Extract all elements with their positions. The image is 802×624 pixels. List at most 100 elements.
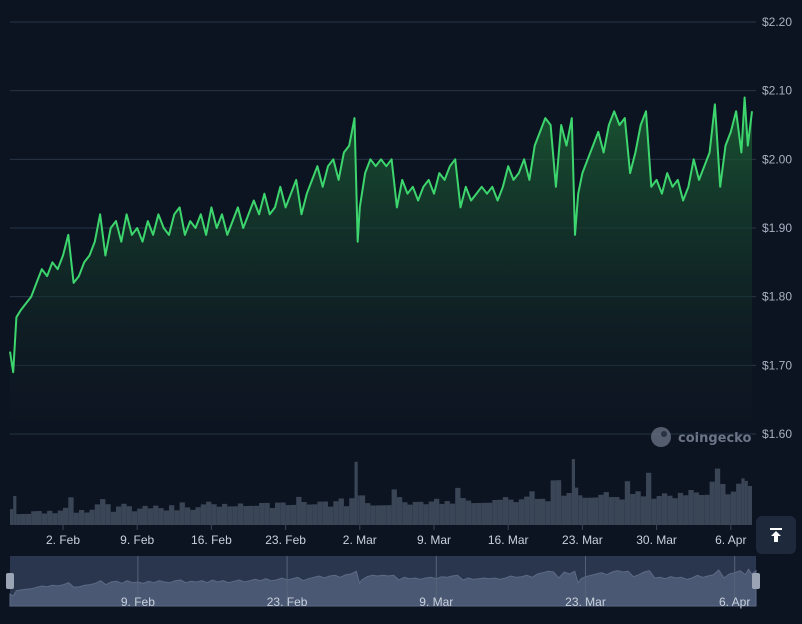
- volume-bar: [110, 511, 116, 525]
- volume-bar: [540, 498, 546, 525]
- volume-bar: [428, 501, 434, 525]
- volume-bar: [169, 505, 175, 525]
- volume-bar: [333, 501, 339, 525]
- volume-bar: [216, 506, 222, 525]
- x-tick-label: 2. Mar: [343, 533, 377, 547]
- volume-bar: [714, 468, 721, 525]
- volume-bar: [608, 497, 615, 525]
- volume-bar: [571, 459, 575, 525]
- volume-bar: [434, 498, 440, 525]
- volume-bar: [73, 512, 79, 525]
- volume-bar: [338, 498, 344, 525]
- volume-bar: [381, 505, 387, 525]
- navigator-tick-label: 9. Feb: [121, 595, 155, 609]
- volume-bar: [200, 504, 207, 525]
- volume-bar: [357, 495, 360, 525]
- volume-bar: [285, 505, 291, 525]
- y-tick-label: $2.20: [762, 15, 792, 29]
- volume-bar: [683, 495, 689, 525]
- volume-bar: [455, 487, 461, 525]
- navigator-ticks: 9. Feb 23. Feb 9. Mar 23. Mar 6. Apr: [121, 556, 750, 609]
- volume-bar: [656, 496, 662, 525]
- navigator-handle-left[interactable]: [6, 573, 14, 589]
- x-tick-label: 6. Apr: [715, 533, 746, 547]
- navigator-handle-right[interactable]: [752, 573, 760, 589]
- volume-bar: [57, 510, 63, 525]
- volume-bars: [10, 459, 752, 525]
- volume-bar: [693, 492, 699, 525]
- volume-bar: [487, 502, 493, 525]
- volume-bar: [328, 506, 334, 525]
- volume-bar: [402, 502, 408, 525]
- range-navigator[interactable]: 9. Feb 23. Feb 9. Mar 23. Mar 6. Apr: [6, 556, 760, 609]
- volume-bar: [497, 499, 503, 525]
- volume-bar: [619, 499, 625, 525]
- volume-bar: [153, 505, 159, 525]
- volume-bar: [423, 504, 429, 525]
- navigator-series: [9, 568, 757, 607]
- volume-bar: [476, 503, 482, 525]
- volume-bar: [418, 501, 424, 525]
- volume-bar: [31, 511, 37, 525]
- volume-bar: [603, 492, 609, 525]
- volume-bar: [614, 497, 620, 525]
- volume-bar: [13, 496, 17, 525]
- volume-bar: [158, 508, 164, 525]
- volume-bar: [190, 509, 196, 525]
- volume-bar: [593, 497, 599, 525]
- volume-bar: [232, 506, 238, 525]
- y-tick-label: $2.00: [762, 152, 792, 166]
- volume-bar: [587, 497, 593, 525]
- volume-bar: [635, 491, 641, 525]
- x-axis: 2. Feb 9. Feb 16. Feb 23. Feb 2. Mar 9. Mar 16…: [46, 525, 746, 547]
- volume-bar: [566, 493, 572, 525]
- volume-bar: [269, 508, 275, 525]
- volume-bar: [630, 494, 636, 525]
- volume-bar: [41, 513, 48, 525]
- price-line: [9, 96, 753, 374]
- volume-bar: [259, 503, 265, 525]
- x-tick-label: 16. Mar: [488, 533, 529, 547]
- volume-bar: [502, 497, 509, 525]
- volume-bar: [248, 505, 254, 525]
- volume-bar: [444, 501, 450, 525]
- volume-bar: [105, 504, 111, 525]
- volume-bar: [412, 501, 419, 525]
- volume-bar: [730, 491, 737, 525]
- volume-bar: [704, 494, 710, 525]
- x-tick-label: 16. Feb: [191, 533, 232, 547]
- volume-bar: [747, 486, 752, 525]
- volume-bar: [68, 497, 74, 525]
- volume-bar: [290, 504, 297, 525]
- volume-bar: [206, 501, 212, 525]
- volume-bar: [640, 496, 646, 525]
- volume-bar: [545, 501, 551, 525]
- volume-bar: [16, 514, 21, 525]
- volume-bar: [174, 510, 180, 525]
- volume-bar: [78, 510, 85, 525]
- volume-bar: [275, 502, 281, 525]
- y-tick-label: $1.90: [762, 221, 792, 235]
- volume-bar: [84, 512, 90, 525]
- volume-bar: [131, 511, 138, 525]
- volume-bar: [667, 495, 673, 525]
- volume-bar: [672, 498, 678, 525]
- scroll-top-button[interactable]: [756, 516, 796, 554]
- y-axis: $2.20 $2.10 $2.00 $1.90 $1.80 $1.70 $1.60: [762, 15, 792, 441]
- volume-bar: [449, 503, 456, 525]
- volume-bar: [343, 506, 350, 525]
- volume-bar: [396, 497, 403, 525]
- volume-bar: [534, 498, 540, 525]
- navigator-tick-label: 6. Apr: [719, 595, 750, 609]
- volume-bar: [126, 506, 132, 525]
- volume-bar: [624, 481, 631, 525]
- volume-bar: [222, 503, 228, 525]
- volume-bar: [513, 502, 519, 525]
- volume-bar: [370, 505, 376, 525]
- volume-bar: [741, 478, 745, 525]
- volume-bar: [460, 498, 466, 525]
- volume-bar: [301, 502, 307, 525]
- y-tick-label: $1.80: [762, 290, 792, 304]
- volume-bar: [391, 489, 397, 525]
